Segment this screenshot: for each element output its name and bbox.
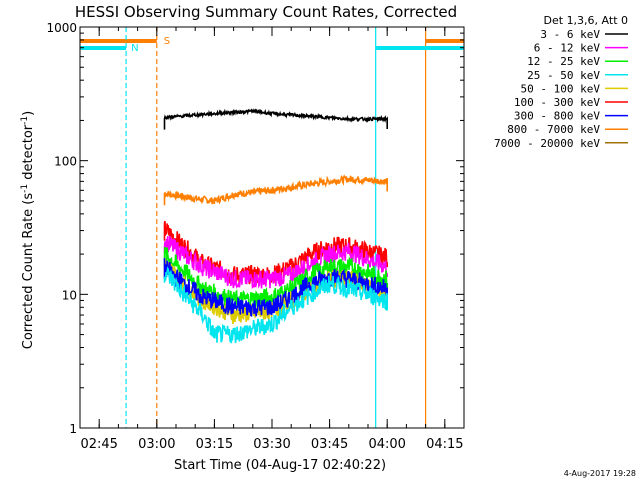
x-tick-label: 02:45 xyxy=(80,437,117,452)
legend-label: 50 - 100 keV xyxy=(521,82,601,95)
legend-label: 800 - 7000 keV xyxy=(507,123,600,136)
x-tick-label: 03:45 xyxy=(311,437,348,452)
y-tick-label: 100 xyxy=(54,155,77,169)
plot-frame xyxy=(79,26,465,429)
x-tick-label: 04:00 xyxy=(368,437,405,452)
legend-label: 12 - 25 keV xyxy=(527,55,600,68)
y-tick-label: 1000 xyxy=(46,21,77,35)
y-tick-label: 1 xyxy=(69,422,77,436)
y-axis-label: Corrected Count Rate (s-1 detector-1) xyxy=(20,111,36,349)
legend-label: 7000 - 20000 keV xyxy=(494,137,600,150)
legend-label: 300 - 800 keV xyxy=(514,110,600,123)
saa-label: S xyxy=(164,36,170,47)
x-tick-label: 03:00 xyxy=(138,437,175,452)
night-label: N xyxy=(131,43,138,54)
series-line-300-800-kev xyxy=(163,258,388,317)
series-line-800-7000-kev xyxy=(163,174,388,206)
series-line-3-6-kev xyxy=(163,108,388,130)
legend-label: 3 - 6 keV xyxy=(540,28,600,41)
y-tick-label: 10 xyxy=(62,288,77,302)
legend-label: 25 - 50 keV xyxy=(527,69,600,82)
legend-label: 100 - 300 keV xyxy=(514,96,600,109)
series-line-6-12-kev xyxy=(163,235,388,290)
chart-title: HESSI Observing Summary Count Rates, Cor… xyxy=(75,3,457,21)
footer-timestamp: 4-Aug-2017 19:28 xyxy=(564,469,636,478)
legend-header: Det 1,3,6, Att 0 xyxy=(544,14,628,27)
x-tick-label: 03:30 xyxy=(253,437,290,452)
x-tick-label: 03:15 xyxy=(196,437,233,452)
series-line-25-50-kev xyxy=(163,266,388,344)
x-tick-label: 04:15 xyxy=(426,437,463,452)
legend-label: 6 - 12 keV xyxy=(534,42,601,55)
x-axis-label: Start Time (04-Aug-17 02:40:22) xyxy=(174,458,386,473)
